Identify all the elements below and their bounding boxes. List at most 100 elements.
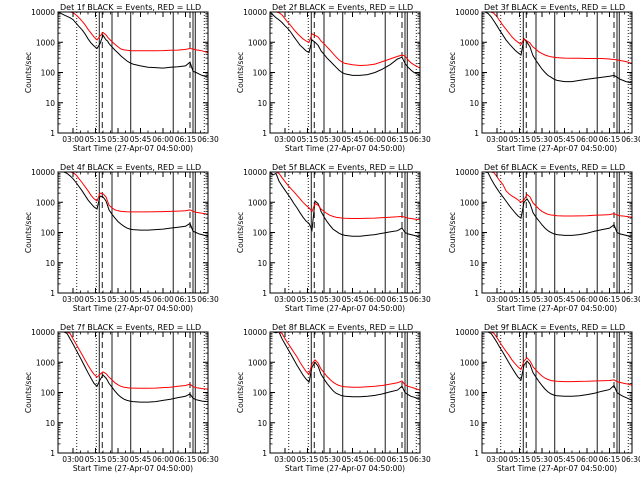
x-tick-label: 06:15: [387, 135, 409, 144]
x-tick-label: 06:15: [599, 135, 621, 144]
x-tick-label: 06:00: [152, 295, 174, 304]
y-tick-label: 1: [50, 129, 55, 138]
x-tick-label: 03:00: [486, 295, 508, 304]
x-tick-label: 06:15: [175, 295, 197, 304]
y-tick-label: 1000: [248, 358, 267, 367]
x-axis-label: Start Time (27-Apr-07 04:50:00): [285, 144, 405, 153]
panel-title: Det 5f BLACK = Events, RED = LLD: [272, 163, 413, 172]
panel-title: Det 4f BLACK = Events, RED = LLD: [60, 163, 201, 172]
x-tick-label: 03:00: [62, 455, 84, 464]
x-axis-label: Start Time (27-Apr-07 04:50:00): [497, 304, 617, 313]
x-tick-label: 05:45: [554, 135, 576, 144]
x-tick-label: 06:30: [621, 295, 640, 304]
y-tick-label: 10: [257, 259, 267, 268]
y-tick-label: 100: [253, 229, 268, 238]
y-tick-label: 10: [257, 419, 267, 428]
series-line-events: [270, 332, 420, 400]
series-line-events: [58, 12, 208, 78]
x-tick-label: 03:00: [274, 455, 296, 464]
y-tick-label: 1: [262, 129, 267, 138]
panel-title: Det 1f BLACK = Events, RED = LLD: [60, 3, 201, 12]
series-line-events: [58, 172, 208, 237]
x-tick-label: 06:15: [175, 455, 197, 464]
x-tick-label: 03:00: [274, 295, 296, 304]
x-tick-label: 05:30: [531, 135, 553, 144]
y-tick-label: 1: [262, 449, 267, 458]
panel-det-3f: 1 10 100 1000 10000 03:00 05:15 05:30 05:45 06:00…: [448, 3, 640, 153]
y-tick-label: 10: [469, 419, 479, 428]
x-tick-label: 06:15: [599, 295, 621, 304]
series-line-events: [58, 332, 208, 403]
x-tick-label: 05:30: [319, 295, 341, 304]
x-axis-label: Start Time (27-Apr-07 04:50:00): [285, 304, 405, 313]
y-tick-label: 1: [474, 449, 479, 458]
x-tick-label: 05:15: [85, 295, 107, 304]
plot-frame: [481, 11, 633, 134]
x-tick-label: 05:45: [130, 135, 152, 144]
y-tick-label: 1: [50, 449, 55, 458]
x-tick-label: 03:00: [62, 295, 84, 304]
plot-frame: [57, 171, 209, 294]
panel-det-4f: 1 10 100 1000 10000 03:00 05:15 05:30 05:45 06:00…: [24, 163, 219, 313]
panel-det-1f: 1 10 100 1000 10000 03:00 05:15 05:30 05:45 06:00…: [24, 3, 219, 153]
y-tick-label: 10000: [31, 8, 55, 17]
x-tick-label: 06:00: [576, 295, 598, 304]
y-tick-label: 10: [257, 99, 267, 108]
y-axis-label: Counts/sec: [448, 372, 457, 413]
x-tick-label: 06:30: [409, 295, 431, 304]
y-tick-label: 10000: [31, 168, 55, 177]
y-tick-label: 1000: [460, 358, 479, 367]
x-tick-label: 06:15: [387, 455, 409, 464]
y-tick-label: 1000: [36, 358, 55, 367]
x-tick-label: 05:45: [342, 295, 364, 304]
x-tick-label: 05:45: [342, 135, 364, 144]
y-tick-label: 1: [474, 129, 479, 138]
x-tick-label: 06:00: [576, 135, 598, 144]
y-tick-label: 1000: [248, 198, 267, 207]
x-tick-label: 06:15: [175, 135, 197, 144]
y-tick-label: 10000: [455, 328, 479, 337]
panel-det-5f: 1 10 100 1000 10000 03:00 05:15 05:30 05:45 06:00…: [236, 163, 431, 313]
plot-frame: [481, 171, 633, 294]
x-tick-label: 06:15: [599, 455, 621, 464]
x-tick-label: 05:30: [319, 135, 341, 144]
x-tick-label: 05:15: [509, 135, 531, 144]
panel-title: Det 6f BLACK = Events, RED = LLD: [484, 163, 625, 172]
x-tick-label: 06:00: [364, 455, 386, 464]
y-tick-label: 1: [262, 289, 267, 298]
x-tick-label: 05:30: [107, 135, 129, 144]
y-tick-label: 10000: [243, 328, 267, 337]
y-axis-label: Counts/sec: [24, 372, 33, 413]
y-tick-label: 10000: [455, 168, 479, 177]
x-tick-label: 05:45: [130, 295, 152, 304]
y-axis-label: Counts/sec: [236, 52, 245, 93]
y-axis-label: Counts/sec: [236, 372, 245, 413]
y-tick-label: 100: [41, 229, 56, 238]
y-tick-label: 100: [465, 69, 480, 78]
y-tick-label: 10000: [243, 8, 267, 17]
y-tick-label: 100: [465, 389, 480, 398]
y-tick-label: 100: [41, 389, 56, 398]
y-axis-label: Counts/sec: [24, 212, 33, 253]
x-tick-label: 05:30: [107, 295, 129, 304]
x-tick-label: 06:30: [621, 135, 640, 144]
x-tick-label: 05:15: [509, 455, 531, 464]
y-tick-label: 10: [469, 99, 479, 108]
x-tick-label: 06:00: [364, 135, 386, 144]
series-line-lld: [482, 172, 632, 218]
y-tick-label: 10: [45, 259, 55, 268]
x-tick-label: 05:15: [297, 295, 319, 304]
x-axis-label: Start Time (27-Apr-07 04:50:00): [497, 464, 617, 473]
panel-det-2f: 1 10 100 1000 10000 03:00 05:15 05:30 05:45 06:00…: [236, 3, 431, 153]
x-tick-label: 05:45: [130, 455, 152, 464]
y-tick-label: 100: [41, 69, 56, 78]
y-tick-label: 1000: [460, 198, 479, 207]
x-tick-label: 05:15: [85, 455, 107, 464]
x-tick-label: 05:15: [85, 135, 107, 144]
y-tick-label: 100: [465, 229, 480, 238]
panel-title: Det 7f BLACK = Events, RED = LLD: [60, 323, 201, 332]
plot-frame: [57, 11, 209, 134]
x-tick-label: 06:00: [152, 135, 174, 144]
x-tick-label: 05:15: [509, 295, 531, 304]
